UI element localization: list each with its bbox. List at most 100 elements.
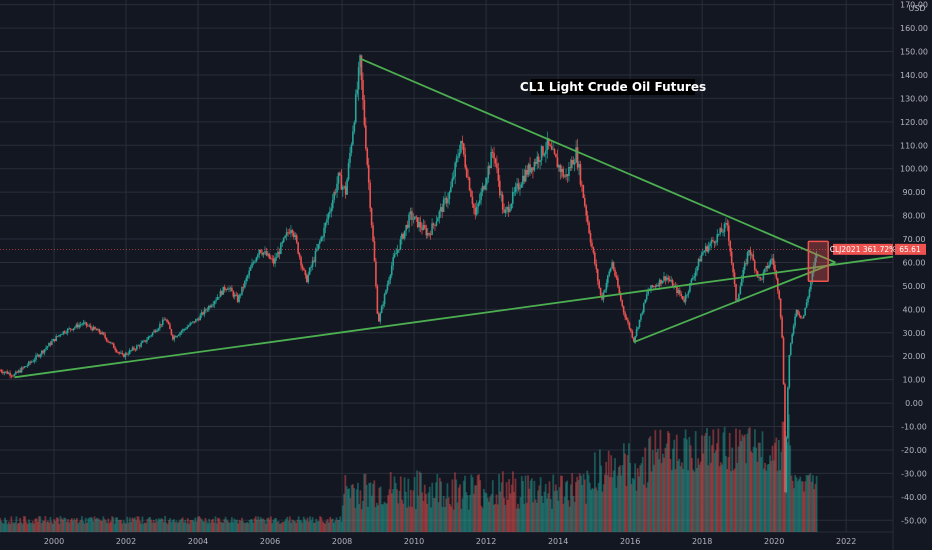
candle-body bbox=[753, 260, 756, 270]
volume-bar bbox=[65, 521, 68, 532]
volume-bar bbox=[380, 504, 383, 532]
candle-body bbox=[627, 319, 629, 323]
candle-body bbox=[680, 294, 683, 297]
volume-bar bbox=[609, 477, 611, 532]
volume-bar bbox=[234, 520, 237, 532]
volume-bar bbox=[280, 523, 282, 532]
candle-body bbox=[588, 222, 590, 234]
candle-body bbox=[141, 341, 144, 343]
y-tick-label: 110.00 bbox=[900, 141, 928, 150]
y-tick-label: -10.00 bbox=[901, 423, 927, 432]
candle-body bbox=[176, 335, 178, 338]
candle-body bbox=[480, 192, 482, 201]
volume-bar bbox=[331, 518, 334, 532]
volume-bar bbox=[412, 490, 415, 532]
volume-bar bbox=[757, 442, 760, 532]
candle-body bbox=[231, 287, 233, 292]
price-tag-label-box bbox=[833, 243, 893, 255]
volume-bar bbox=[582, 474, 585, 532]
candle-body bbox=[159, 324, 161, 329]
candle-body bbox=[288, 232, 291, 234]
candle-body bbox=[473, 204, 475, 208]
candle-body bbox=[251, 263, 253, 268]
trendlines[interactable] bbox=[14, 57, 894, 379]
candle-body bbox=[511, 192, 514, 204]
volume-bar bbox=[527, 475, 529, 532]
volume-bar bbox=[718, 466, 721, 532]
candle-body bbox=[408, 214, 410, 228]
volume-bar bbox=[721, 464, 724, 532]
volume-bar bbox=[99, 520, 102, 532]
candle-body bbox=[305, 275, 308, 283]
volume-bar bbox=[672, 448, 674, 532]
candle-body bbox=[595, 263, 598, 270]
candle-body bbox=[789, 343, 792, 355]
candle-body bbox=[419, 221, 422, 228]
candle-body bbox=[3, 372, 6, 374]
candle-body bbox=[284, 235, 286, 238]
candle-body bbox=[180, 331, 183, 333]
volume-bar bbox=[667, 431, 669, 532]
volume-bar bbox=[760, 457, 763, 532]
volume-bar bbox=[625, 486, 628, 532]
volume-bar bbox=[4, 517, 6, 532]
candle-body bbox=[160, 324, 163, 326]
volume-bar bbox=[167, 520, 170, 532]
volume-bar bbox=[256, 519, 258, 532]
volume-bar bbox=[50, 521, 53, 532]
candle-body bbox=[556, 157, 559, 168]
volume-bar bbox=[558, 487, 561, 532]
volume-bar bbox=[389, 472, 392, 532]
volume-bar bbox=[88, 517, 91, 532]
candle-body bbox=[272, 258, 275, 264]
volume-bar bbox=[680, 462, 683, 532]
volume-bar bbox=[771, 445, 774, 532]
volume-bar bbox=[659, 429, 662, 532]
candle-body bbox=[51, 341, 53, 345]
candle-body bbox=[581, 184, 583, 186]
candle-body bbox=[471, 196, 474, 205]
candle-body bbox=[259, 249, 262, 253]
volume-bar bbox=[268, 519, 271, 532]
candle-body bbox=[189, 323, 191, 326]
volume-bar bbox=[467, 509, 470, 532]
candle-body bbox=[491, 151, 494, 153]
candle-body bbox=[354, 94, 357, 123]
candle-body bbox=[147, 336, 150, 340]
volume-bar bbox=[464, 475, 466, 532]
time-axis[interactable]: 2000 2002 2004 2006 2008 2010 2012 2014 2016 2018… bbox=[44, 537, 857, 546]
volume-bar bbox=[712, 429, 715, 532]
volume-bar bbox=[296, 519, 299, 532]
volume-bar bbox=[9, 523, 11, 532]
candle-body bbox=[105, 337, 108, 341]
volume-bar bbox=[614, 458, 616, 532]
volume-bar bbox=[96, 517, 98, 532]
volume-bar bbox=[396, 489, 398, 532]
volume-bar bbox=[306, 517, 309, 532]
candle-body bbox=[301, 265, 304, 269]
volume-bar bbox=[286, 516, 289, 532]
price-axis[interactable]: USD 170.00 160.00 150.00 140.00 130.00 120.00… bbox=[900, 1, 928, 526]
volume-bar bbox=[19, 517, 22, 532]
volume-bar bbox=[223, 519, 226, 532]
candle-body bbox=[268, 253, 271, 259]
volume-bar bbox=[571, 473, 574, 532]
x-tick-label: 2010 bbox=[404, 537, 424, 546]
volume-bar bbox=[645, 487, 648, 532]
candle-body bbox=[565, 174, 567, 177]
volume-bar bbox=[287, 520, 290, 532]
candle-body bbox=[522, 175, 524, 185]
candle-body bbox=[167, 321, 170, 325]
candle-body bbox=[110, 342, 112, 344]
candle-body bbox=[310, 266, 312, 268]
candle-body bbox=[699, 258, 701, 262]
volume-bar bbox=[413, 477, 416, 532]
volume-bar bbox=[265, 523, 267, 532]
candle-body bbox=[264, 251, 266, 253]
candle-body bbox=[761, 278, 763, 280]
volume-bar bbox=[214, 516, 217, 532]
candle-body bbox=[365, 125, 367, 149]
volume-bar bbox=[107, 518, 110, 532]
candle-body bbox=[425, 228, 428, 236]
